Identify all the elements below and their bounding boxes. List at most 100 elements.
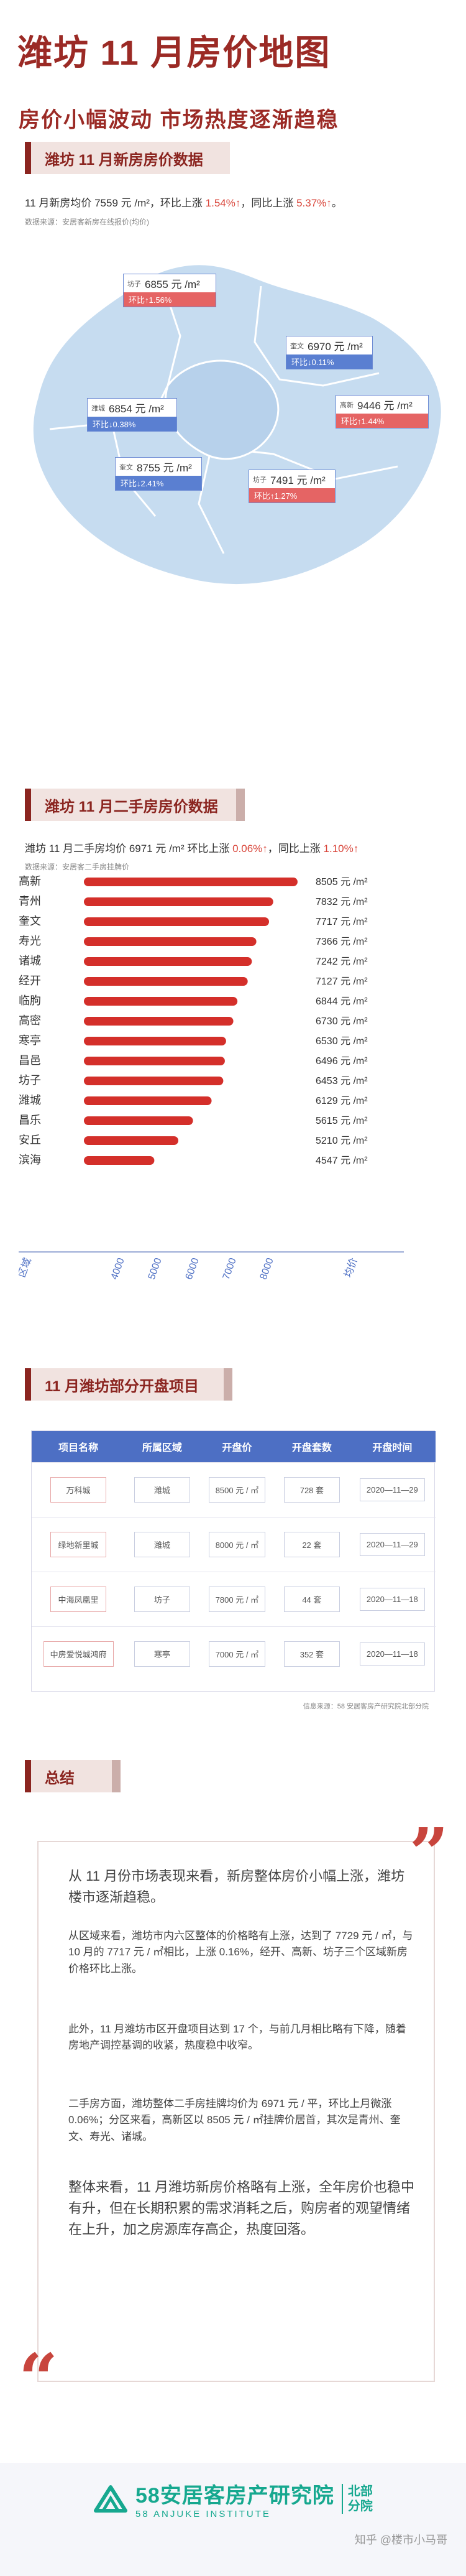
value-label: 7366 元 /m² [316, 937, 368, 947]
district-price: 6854 元 /m² [109, 403, 164, 415]
bar [84, 1017, 234, 1026]
district-map: 坊子 6855 元 /m² 环比↑1.56% 奎文 6970 元 /m² 环比↓0.… [12, 243, 454, 591]
logo-name: 58安居客房产研究院 [135, 2484, 334, 2508]
bar-chart-svg: 高新 8505 元 /m² 青州 7832 元 /m² 奎文 7717 元 /m² 寿光 73… [16, 875, 404, 1281]
value-label: 6129 元 /m² [316, 1096, 368, 1106]
section-title: 11 月潍坊部分开盘项目 [45, 1378, 199, 1395]
new-house-intro: 11 月新房均价 7559 元 /m²，环比上涨 1.54%↑，同比上涨 5.3… [25, 194, 342, 210]
project-date: 2020—11—29 [359, 1478, 425, 1501]
bar [84, 1136, 179, 1145]
open-quote-icon: “ [19, 2338, 58, 2419]
value-label: 4547 元 /m² [316, 1156, 368, 1166]
close-quote-icon: ” [409, 1813, 449, 1893]
table-row: 万科城 潍城 8500 元 / ㎡ 728 套 2020—11—29 [32, 1462, 436, 1517]
district-tag: 坊子 6855 元 /m² 环比↑1.56% [123, 274, 216, 307]
tick-label: 8000 [258, 1256, 276, 1281]
project-name: 万科城 [50, 1476, 107, 1503]
value-label: 6730 元 /m² [316, 1016, 368, 1027]
district-name: 高新 [340, 401, 354, 409]
project-date: 2020—11—18 [359, 1587, 425, 1611]
category-label: 寿光 [19, 935, 41, 947]
project-units: 352 套 [283, 1641, 340, 1667]
project-units: 44 套 [283, 1586, 340, 1612]
summary-box [37, 1841, 435, 2382]
table-row: 绿地新里城 潍城 8000 元 / ㎡ 22 套 2020—11—29 [32, 1516, 436, 1572]
project-name: 绿地新里城 [50, 1531, 107, 1557]
project-price: 8000 元 / ㎡ [208, 1531, 266, 1557]
bar [84, 997, 238, 1006]
bar [84, 1096, 212, 1105]
tick-label: 4000 [109, 1256, 127, 1281]
project-units: 728 套 [283, 1476, 340, 1503]
section-title: 潍坊 11 月二手房房价数据 [45, 798, 218, 815]
value-label: 6844 元 /m² [316, 996, 368, 1007]
bar [84, 1057, 225, 1065]
value-label: 7832 元 /m² [316, 897, 368, 907]
district-price: 6855 元 /m² [145, 279, 200, 290]
project-name: 中海凤凰里 [50, 1586, 107, 1612]
value-label: 5615 元 /m² [316, 1116, 368, 1126]
page-subtitle: 房价小幅波动 市场热度逐渐趋稳 [19, 108, 339, 132]
category-label: 临朐 [19, 994, 41, 1007]
new-house-source: 数据来源：安居客新房在线报价(均价) [25, 218, 149, 226]
project-name: 中房爱悦城鸿府 [43, 1641, 114, 1667]
footer [0, 2463, 466, 2576]
category-label: 滨海 [19, 1154, 41, 1166]
project-area: 潍城 [134, 1476, 190, 1503]
category-label: 潍城 [19, 1094, 41, 1106]
bar [84, 977, 248, 986]
district-name: 潍城 [91, 404, 105, 412]
district-price: 8755 元 /m² [137, 462, 192, 474]
second-hand-source: 数据来源：安居客二手房挂牌价 [25, 863, 130, 871]
project-area: 潍城 [134, 1531, 190, 1557]
district-tag: 坊子 7491 元 /m² 环比↑1.27% [249, 470, 336, 503]
category-label: 寒亭 [19, 1034, 41, 1047]
category-label: 奎文 [19, 915, 41, 927]
value-label: 8505 元 /m² [316, 877, 368, 887]
intro-text: ，同比上涨 [267, 843, 324, 855]
district-tag: 高新 9446 元 /m² 环比↑1.44% [336, 395, 429, 429]
category-label: 高新 [19, 875, 41, 887]
tick-label: 5000 [147, 1256, 164, 1281]
bar [84, 937, 257, 946]
value-label: 7127 元 /m² [316, 976, 368, 987]
district-change: 环比↑1.44% [336, 414, 428, 428]
logo-branch: 北部 分院 [341, 2484, 373, 2514]
logo-branch-line: 分院 [347, 2500, 373, 2513]
project-price: 7800 元 / ㎡ [208, 1586, 266, 1612]
summary-paragraph: 从 11 月份市场表现来看，新房整体房价小幅上涨，潍坊楼市逐渐趋稳。 [68, 1868, 405, 1906]
district-price: 7491 元 /m² [270, 475, 326, 486]
district-name: 奎文 [290, 342, 304, 350]
project-area: 坊子 [134, 1586, 190, 1612]
value-label: 6530 元 /m² [316, 1036, 368, 1047]
project-date: 2020—11—18 [359, 1642, 425, 1666]
tick-label: 6000 [184, 1256, 201, 1281]
category-label: 经开 [19, 975, 41, 987]
district-change: 环比↓0.38% [88, 417, 176, 431]
category-label: 昌乐 [19, 1114, 41, 1126]
section-header-new-house: 潍坊 11 月新房房价数据 [25, 142, 230, 174]
summary-paragraph: 二手房方面，潍坊整体二手房挂牌均价为 6971 元 / 平，环比上月微涨 0.0… [68, 2098, 401, 2143]
section-header-summary: 总结 [25, 1760, 121, 1792]
intro-yoy: 5.37%↑ [296, 197, 332, 209]
summary-paragraph: 此外，11 月潍坊市区开盘项目达到 17 个，与前几月相比略有下降，随着房地产调… [68, 2023, 406, 2052]
intro-text: ，同比上涨 [240, 197, 297, 209]
project-area: 寒亭 [134, 1641, 190, 1667]
table-header: 项目名称 [32, 1431, 126, 1462]
intro-text: 潍坊 11 月二手房均价 6971 元 /m² 环比上涨 [25, 843, 233, 855]
table-header-row: 项目名称 所属区域 开盘价 开盘套数 开盘时间 [32, 1431, 436, 1462]
watermark: 知乎 @楼市小马哥 [354, 2534, 447, 2546]
logo-english: 58 ANJUKE INSTITUTE [135, 2509, 271, 2519]
intro-mom: 1.54%↑ [205, 197, 241, 209]
projects-table: 项目名称 所属区域 开盘价 开盘套数 开盘时间 万科城 潍城 8500 元 / … [31, 1430, 436, 1692]
district-price: 6970 元 /m² [308, 341, 363, 353]
summary-paragraph: 从区域来看，潍坊市内六区整体的价格略有上涨，达到了 7729 元 / ㎡，与 1… [68, 1930, 413, 1975]
category-label: 安丘 [19, 1134, 41, 1146]
district-change: 环比↓2.41% [116, 476, 201, 490]
category-label: 高密 [19, 1014, 41, 1027]
value-label: 6453 元 /m² [316, 1076, 368, 1086]
table-header: 开盘价 [199, 1431, 275, 1462]
bar [84, 878, 298, 886]
value-label: 7242 元 /m² [316, 957, 368, 967]
bar [84, 1037, 226, 1045]
